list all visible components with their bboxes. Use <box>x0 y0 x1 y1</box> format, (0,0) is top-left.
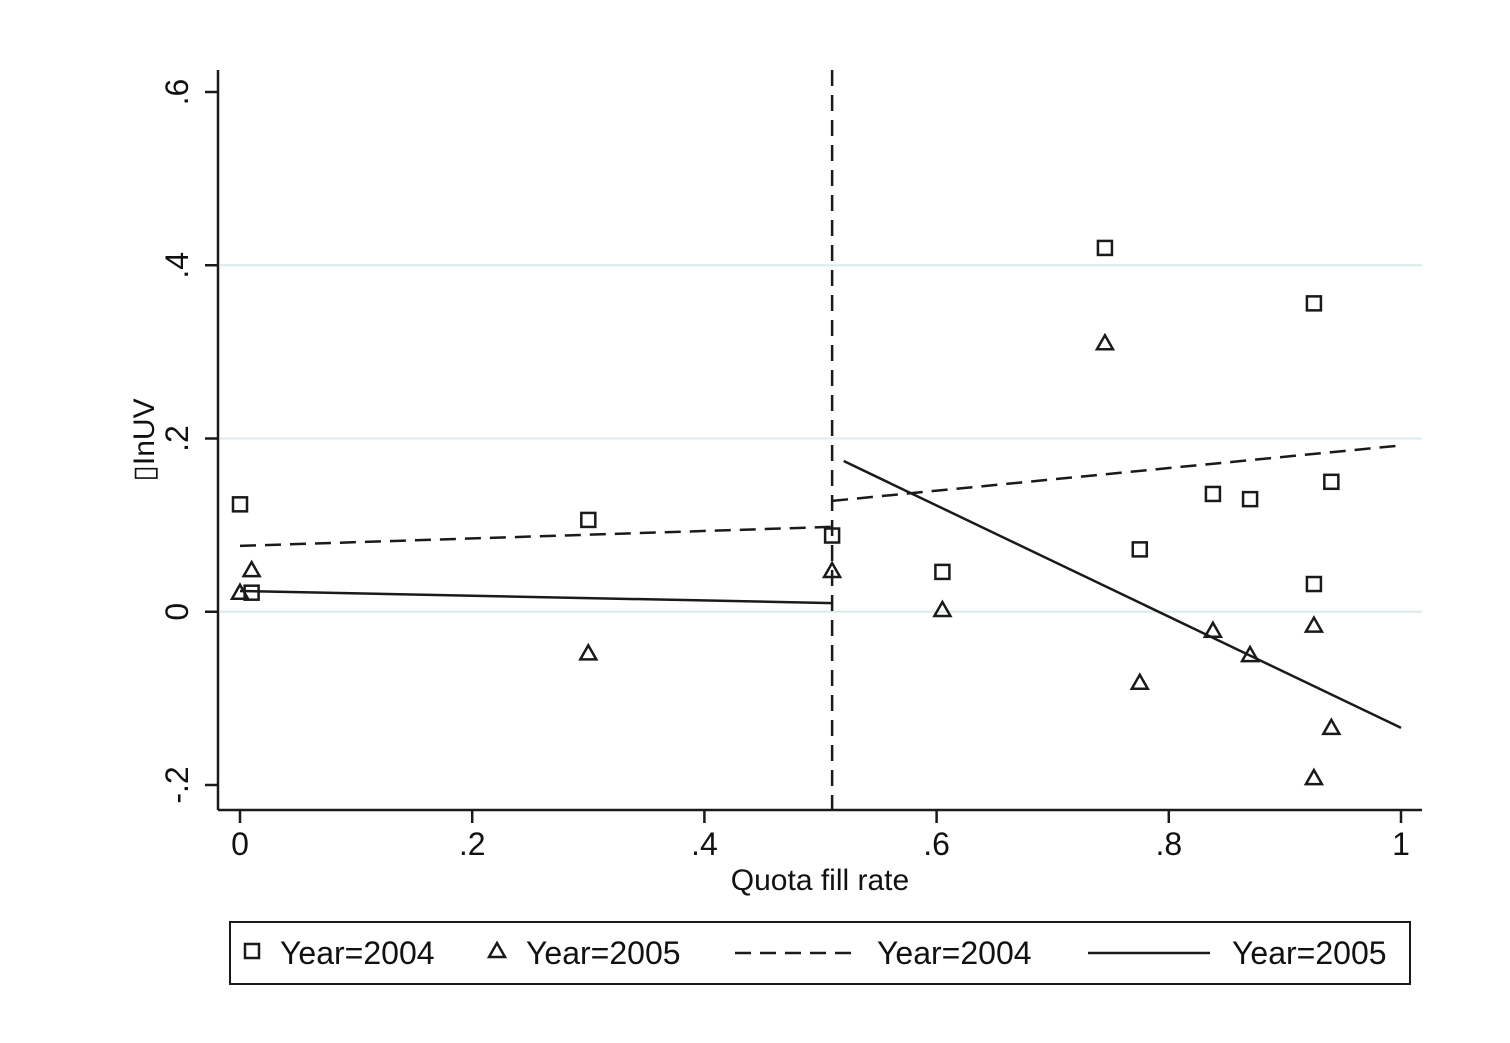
marker-square-2004 <box>1305 295 1323 312</box>
fit-line-2004-dashed <box>831 444 1402 503</box>
marker-square-2004 <box>934 563 951 581</box>
marker-triangle-2005 <box>1202 620 1224 639</box>
axes <box>216 70 1422 812</box>
x-tick-label: .8 <box>1155 826 1182 862</box>
marker-triangle-2005 <box>1303 615 1325 633</box>
axis-ticks: -.2 0 .2 .4 .6 0 .2 .4 .6 .8 1 <box>159 79 1410 862</box>
fit-line-2005-solid <box>239 589 833 605</box>
marker-triangle-2005 <box>229 582 251 600</box>
x-tick-label: .6 <box>923 826 950 862</box>
data-points <box>229 239 1342 786</box>
fit-line-2004-dashed <box>239 525 833 548</box>
fit-line-2005-solid <box>843 459 1402 729</box>
x-tick-label: 1 <box>1392 826 1410 862</box>
x-axis-title: Quota fill rate <box>731 864 909 897</box>
x-tick-label: 0 <box>231 826 249 862</box>
marker-triangle-2005 <box>821 560 843 579</box>
marker-triangle-2005 <box>1094 332 1116 351</box>
legend-label-2004-fit: Year=2004 <box>877 935 1032 971</box>
marker-square-2004 <box>1323 473 1340 491</box>
y-axis-title: ▯InUV <box>128 398 161 481</box>
gridlines <box>220 264 1422 613</box>
marker-triangle-2005 <box>932 599 953 618</box>
marker-triangle-2005 <box>1129 672 1150 691</box>
fit-lines <box>239 444 1402 729</box>
y-tick-label: .4 <box>159 252 195 279</box>
marker-square-2004 <box>231 496 249 513</box>
marker-triangle-2005 <box>578 642 599 661</box>
x-tick-label: .2 <box>459 826 486 862</box>
y-tick-label: .6 <box>159 79 195 106</box>
legend-triangle-symbol <box>486 940 508 959</box>
marker-square-2004 <box>1204 485 1222 503</box>
marker-square-2004 <box>1131 541 1149 558</box>
x-tick-label: .4 <box>691 826 718 862</box>
y-tick-label: 0 <box>159 603 195 621</box>
legend: Year=2004 Year=2005 Year=2004 Year=2005 <box>229 921 1411 985</box>
y-tick-label: .2 <box>159 425 195 452</box>
marker-square-2004 <box>1241 490 1259 508</box>
legend-square-symbol <box>243 942 261 960</box>
legend-label-2005-points: Year=2005 <box>526 935 681 971</box>
y-tick-label: -.2 <box>159 766 195 803</box>
marker-square-2004 <box>580 511 597 529</box>
marker-square-2004 <box>823 527 841 544</box>
marker-square-2004 <box>1305 575 1323 593</box>
marker-square-2004 <box>1096 239 1114 257</box>
legend-label-2005-fit: Year=2005 <box>1232 935 1387 971</box>
marker-triangle-2005 <box>1303 767 1325 786</box>
marker-triangle-2005 <box>241 559 262 578</box>
marker-triangle-2005 <box>1321 717 1342 736</box>
legend-label-2004-points: Year=2004 <box>280 935 435 971</box>
marker-triangle-2005 <box>1239 644 1261 663</box>
